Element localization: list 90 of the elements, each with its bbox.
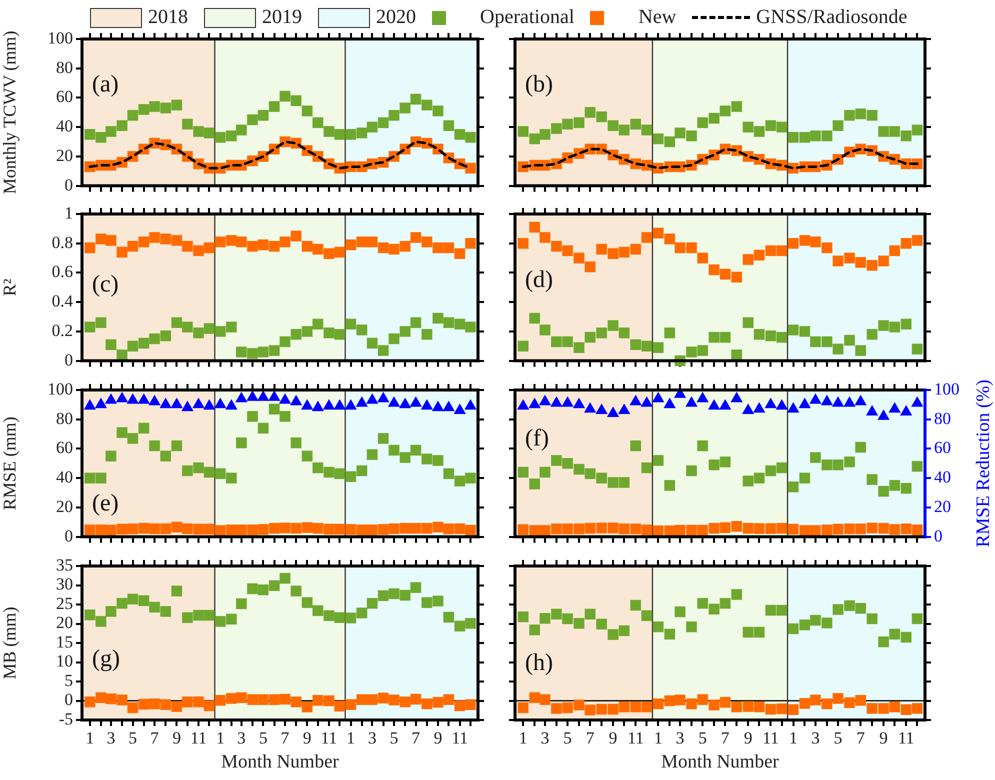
x-tick-label: 5 [698, 728, 707, 748]
annotation: (b) [525, 72, 553, 98]
y-tick-label: 0.8 [52, 232, 73, 252]
y-tick-label: 100 [48, 28, 73, 48]
x-tick-label: 5 [563, 728, 572, 748]
y-tick-label: 60 [56, 87, 73, 106]
y-tick-label: 30 [56, 574, 73, 594]
annotation: (h) [525, 650, 553, 676]
x-tick-label: 7 [412, 728, 421, 748]
x-tick-label: 1 [346, 728, 356, 748]
annotation: (e) [92, 490, 119, 516]
x-tick-label: 11 [762, 728, 779, 748]
x-tick-label: 3 [676, 728, 684, 748]
y-tick-label: 10 [56, 652, 73, 671]
y-tick-label: 100 [934, 379, 960, 398]
annotation: (d) [525, 267, 553, 294]
y-tick-label: 20 [56, 496, 73, 516]
x-tick-label: 7 [280, 728, 290, 748]
annotation: (a) [92, 72, 119, 98]
legend-label: Operational [480, 6, 574, 29]
y-axis-title: MB (mm) [0, 606, 20, 680]
x-tick-label: 3 [106, 728, 116, 748]
y-tick-label: 80 [56, 58, 73, 77]
y-axis-title: R² [0, 278, 20, 296]
x-tick-label: 9 [172, 728, 181, 748]
x-tick-label: 7 [150, 728, 160, 748]
y-tick-label: 80 [934, 408, 951, 428]
x-tick-label: 9 [434, 728, 442, 748]
x-tick-label: 9 [744, 728, 752, 748]
y-tick-label: 0 [64, 350, 73, 370]
y-tick-label: 20 [934, 496, 951, 516]
x-tick-label: 5 [128, 728, 137, 748]
y-tick-label: 25 [56, 594, 73, 613]
x-tick-label: 11 [320, 728, 338, 748]
legend-label: 2018 [148, 6, 188, 29]
legend-label: GNSS/Radiosonde [756, 6, 908, 29]
x-tick-label: 3 [368, 728, 376, 748]
x-tick-label: 3 [540, 728, 550, 748]
annotation: (g) [92, 646, 120, 672]
x-tick-label: 11 [452, 728, 468, 748]
x-tick-label: 1 [789, 728, 798, 748]
y-tick-label: 0 [64, 175, 73, 194]
y-tick-label: 15 [56, 632, 73, 652]
x-tick-label: 11 [627, 728, 644, 748]
x-tick-label: 1 [216, 728, 225, 748]
y-tick-label: 40 [56, 116, 73, 136]
y-tick-label: 5 [64, 670, 73, 690]
x-tick-label: 5 [390, 728, 398, 748]
x-tick-label: 11 [898, 728, 914, 748]
x-tick-label: 5 [258, 728, 268, 748]
y-tick-label: 20 [56, 146, 73, 165]
y-tick-label: 60 [934, 438, 951, 458]
x-tick-label: 3 [237, 728, 246, 748]
y-tick-label: 0 [64, 690, 73, 710]
y-tick-label: 40 [56, 468, 73, 487]
x-axis-title: Month Number [661, 752, 780, 773]
y-tick-label: 0 [934, 526, 942, 546]
annotation: (c) [92, 271, 119, 298]
y-tick-label: 35 [56, 555, 73, 574]
y-tick-label: 0.2 [52, 320, 73, 340]
band-label: 2020 [376, 6, 416, 29]
y-axis-title: RMSE Reduction (%) [972, 379, 994, 548]
y-tick-label: 0.6 [52, 262, 73, 282]
x-tick-label: 7 [856, 728, 866, 748]
legend-label: 2019 [262, 6, 302, 29]
y-axis-title: Monthly TCWV (mm) [0, 30, 20, 194]
x-tick-label: 1 [518, 728, 528, 748]
x-tick-label: 1 [86, 728, 94, 748]
x-axis-title: Month Number [221, 752, 340, 773]
y-axis-title: RMSE (mm) [0, 416, 20, 510]
x-tick-label: 1 [654, 728, 662, 748]
y-tick-label: 80 [56, 408, 73, 428]
y-tick-label: 1 [64, 203, 73, 222]
x-tick-label: 9 [879, 728, 888, 748]
y-tick-label: 100 [48, 379, 73, 398]
x-tick-label: 11 [190, 728, 207, 748]
x-tick-label: 3 [811, 728, 820, 748]
y-tick-label: -5 [58, 709, 73, 728]
x-tick-label: 7 [720, 728, 730, 748]
y-tick-label: 40 [934, 468, 951, 487]
y-tick-label: 20 [56, 613, 73, 632]
annotation: (f) [525, 425, 549, 452]
x-tick-label: 7 [586, 728, 595, 748]
y-tick-label: 0.4 [52, 292, 74, 311]
legend-label: New [638, 6, 676, 29]
x-tick-label: 5 [834, 728, 842, 748]
y-tick-label: 60 [56, 438, 73, 458]
x-tick-label: 9 [302, 728, 312, 748]
y-tick-label: 0 [64, 526, 73, 546]
x-tick-label: 9 [608, 728, 618, 748]
